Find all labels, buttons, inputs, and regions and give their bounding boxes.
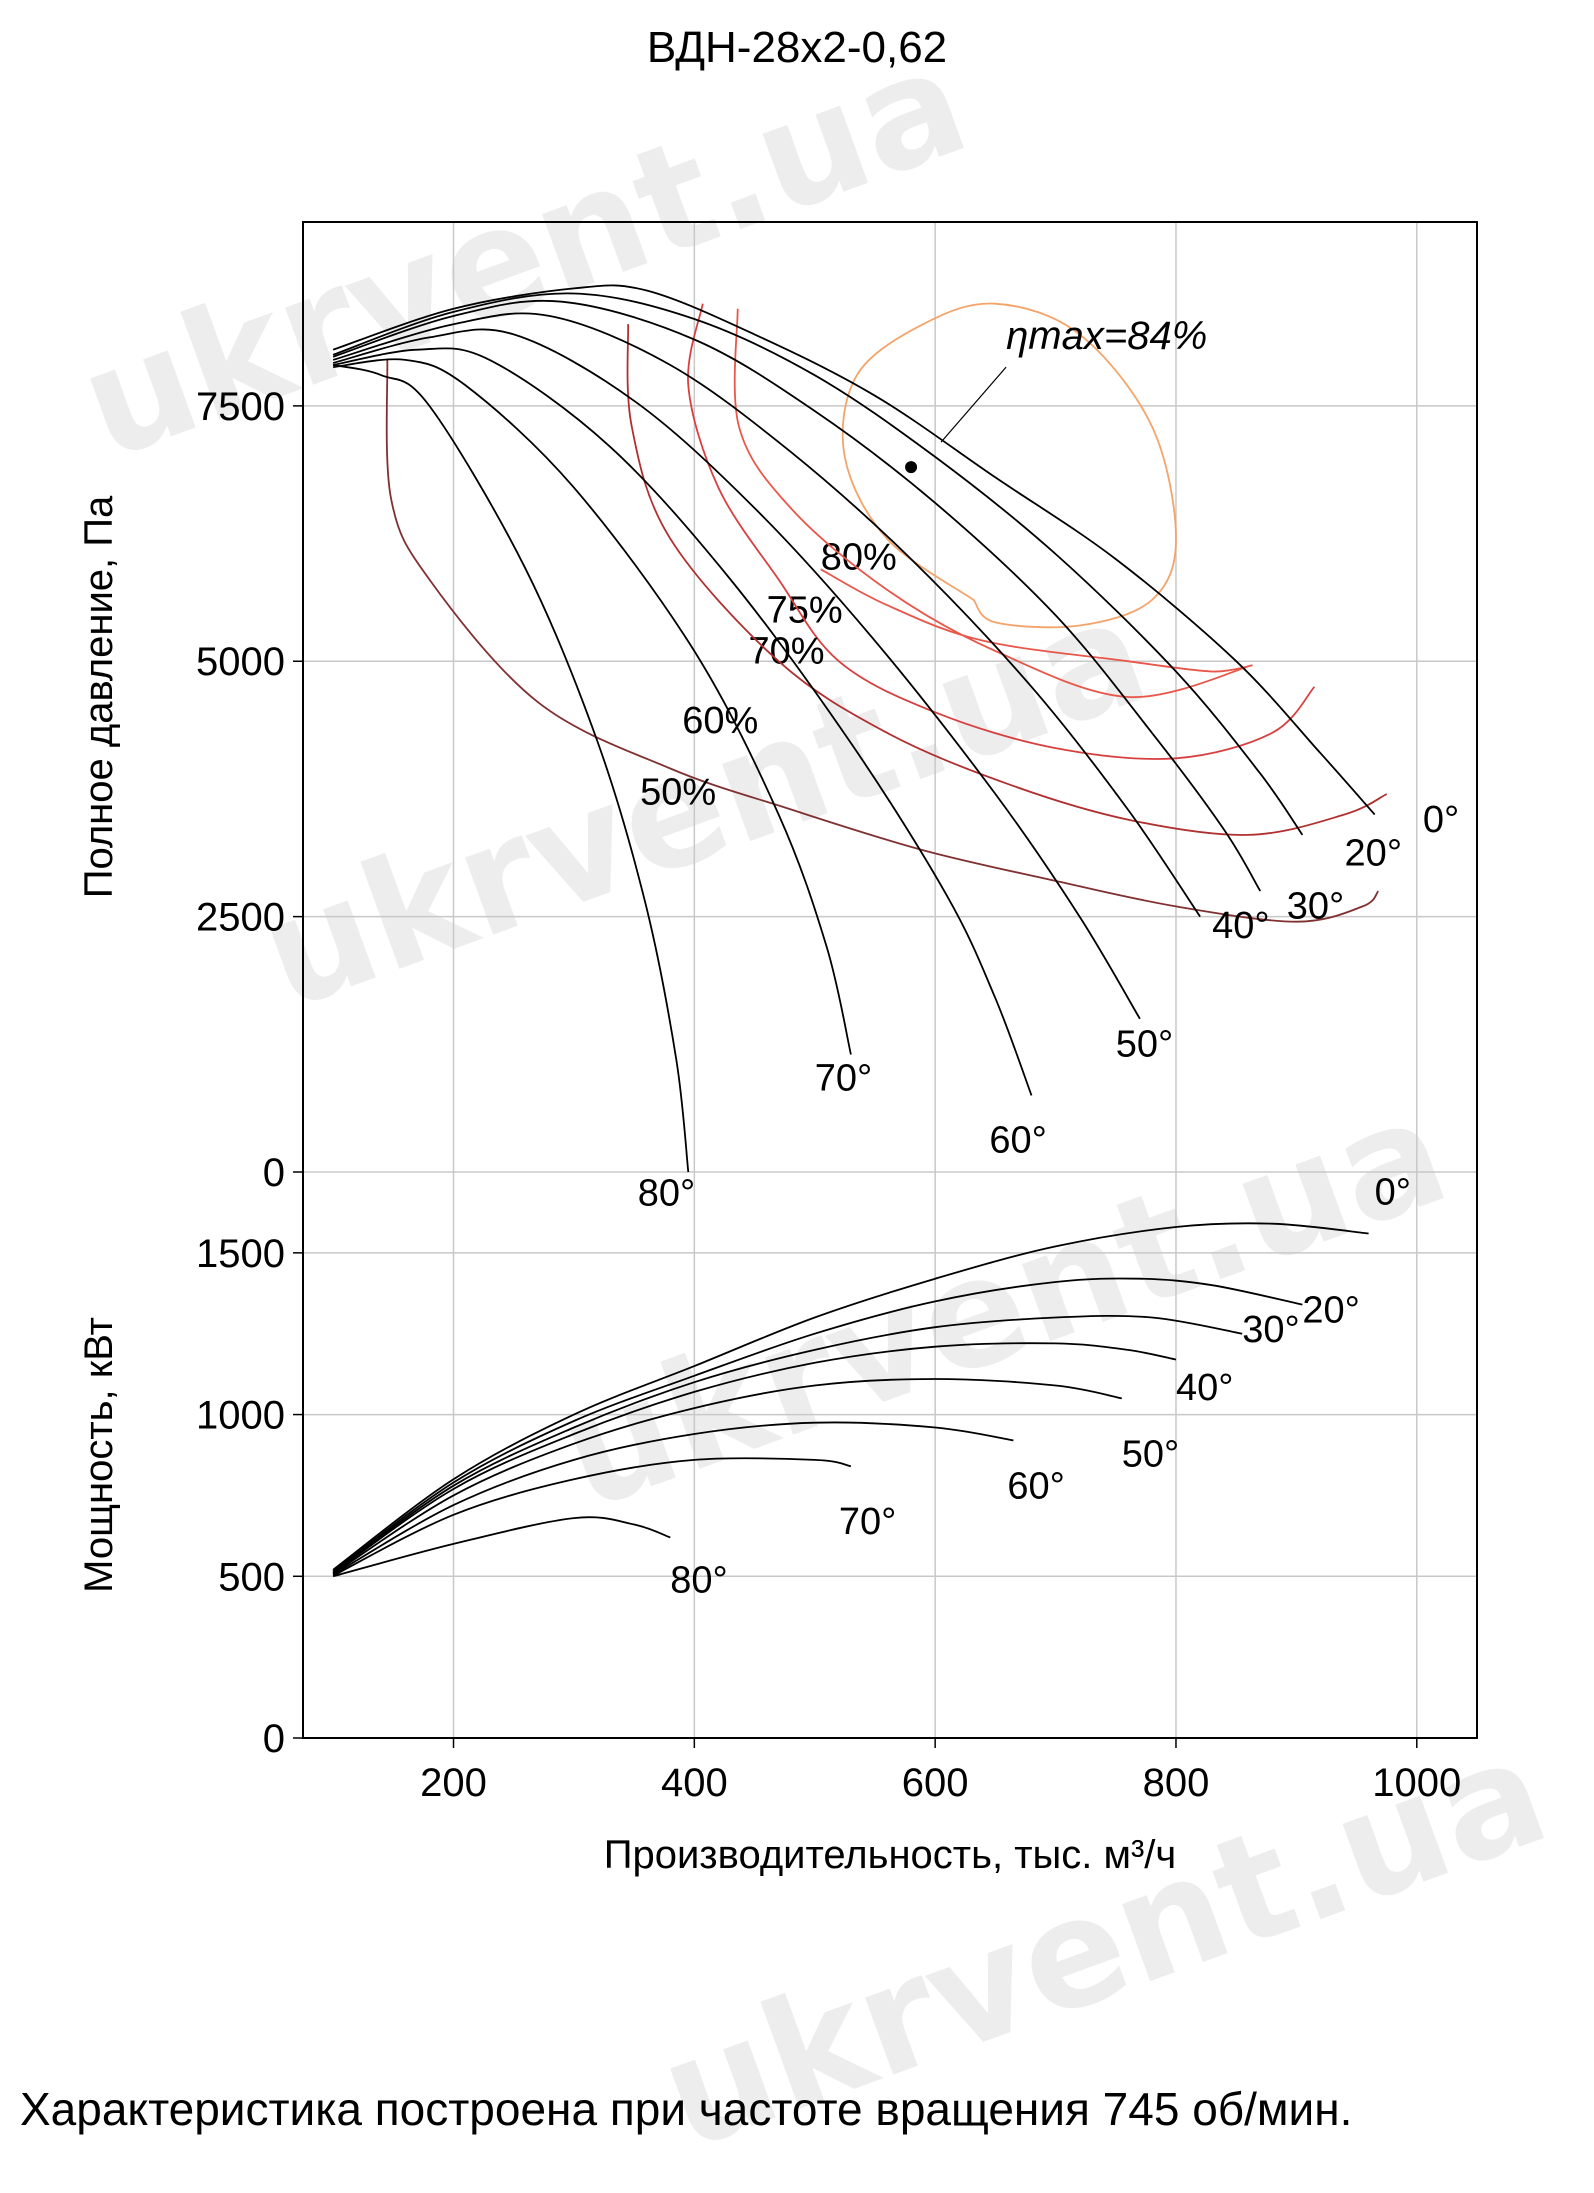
rotation-speed-note: Характеристика построена при частоте вра… <box>20 2083 1353 2135</box>
chart-title: ВДН-28х2-0,62 <box>647 23 947 72</box>
blade-angle-label: 60° <box>989 1120 1046 1162</box>
x-tick-label: 400 <box>661 1761 728 1805</box>
efficiency-label: 60% <box>682 700 758 742</box>
x-axis-label: Производительность, тыс. м³/ч <box>604 1833 1177 1877</box>
efficiency-label: 75% <box>767 589 843 631</box>
blade-angle-label: 0° <box>1423 799 1459 841</box>
y-tick-label: 0 <box>263 1717 285 1761</box>
y-tick-label: 1000 <box>196 1394 285 1438</box>
blade-angle-label: 50° <box>1122 1433 1179 1475</box>
blade-angle-curve-0deg <box>332 1222 1369 1571</box>
eta-max-leader <box>940 366 1007 443</box>
blade-angle-label: 80° <box>670 1559 727 1601</box>
x-tick-label: 600 <box>902 1761 969 1805</box>
blade-angle-curve-70deg <box>332 1457 852 1577</box>
blade-angle-curve-0deg <box>332 284 1376 816</box>
blade-angle-curve-50deg <box>332 1378 1122 1575</box>
y-axis-label: Полное давление, Па <box>77 495 121 898</box>
y-tick-label: 1500 <box>196 1232 285 1276</box>
blade-angle-label: 70° <box>815 1057 872 1099</box>
x-tick-label: 1000 <box>1372 1761 1461 1805</box>
blade-angle-curve-30deg <box>332 299 1262 892</box>
plot-frame <box>302 221 1478 1739</box>
blade-angle-curve-80deg <box>332 364 690 1173</box>
blade-angle-label: 70° <box>839 1501 896 1543</box>
efficiency-contour-50pct <box>385 359 1380 923</box>
blade-angle-curve-60deg <box>332 347 1033 1096</box>
blade-angle-curve-60deg <box>332 1421 1014 1576</box>
efficiency-contour-60pct <box>626 324 1388 836</box>
blade-angle-label: 40° <box>1176 1367 1233 1409</box>
blade-angle-label: 20° <box>1345 833 1402 875</box>
blade-angle-curve-40deg <box>332 1342 1177 1574</box>
blade-angle-label: 0° <box>1375 1171 1411 1213</box>
y-axis-label: Мощность, кВт <box>77 1317 121 1593</box>
blade-angle-curve-50deg <box>332 328 1141 1020</box>
y-tick-label: 5000 <box>196 640 285 684</box>
pressure-panel: 0 2500 5000 7500 Полное давление, Па 80% 75% 70… <box>77 222 1477 1215</box>
blade-angle-curve-40deg <box>332 312 1201 918</box>
y-tick-label: 2500 <box>196 896 285 940</box>
y-tick-label: 0 <box>263 1151 285 1195</box>
blade-angle-label: 40° <box>1212 905 1269 947</box>
efficiency-contour-70pct <box>687 303 1316 760</box>
blade-angle-curve-30deg <box>332 1314 1243 1574</box>
efficiency-contour-75pct <box>733 308 1253 698</box>
y-tick-label: 500 <box>218 1555 285 1599</box>
blade-angle-curve-80deg <box>332 1516 671 1578</box>
efficiency-label: 50% <box>640 771 716 813</box>
efficiency-label: 80% <box>821 536 897 578</box>
blade-angle-label: 50° <box>1116 1024 1173 1066</box>
blade-angle-label: 80° <box>638 1173 695 1215</box>
blade-angle-label: 30° <box>1242 1309 1299 1351</box>
eta-max-point <box>905 461 918 474</box>
blade-angle-curve-70deg <box>333 358 852 1055</box>
power-panel: 0 500 1000 1500 Мощность, кВт 200 400 600 800 100… <box>77 1171 1477 1877</box>
x-tick-label: 200 <box>420 1761 487 1805</box>
blade-angle-label: 60° <box>1007 1466 1064 1508</box>
eta-max-label: ηmax=84% <box>1006 314 1207 358</box>
efficiency-contour-80pct <box>841 302 1177 629</box>
blade-angle-label: 30° <box>1287 886 1344 928</box>
y-tick-label: 7500 <box>196 385 285 429</box>
blade-angle-curve-20deg <box>332 1277 1303 1573</box>
x-tick-label: 800 <box>1143 1761 1210 1805</box>
blade-angle-label: 20° <box>1302 1289 1359 1331</box>
blade-angle-curve-20deg <box>332 292 1304 836</box>
